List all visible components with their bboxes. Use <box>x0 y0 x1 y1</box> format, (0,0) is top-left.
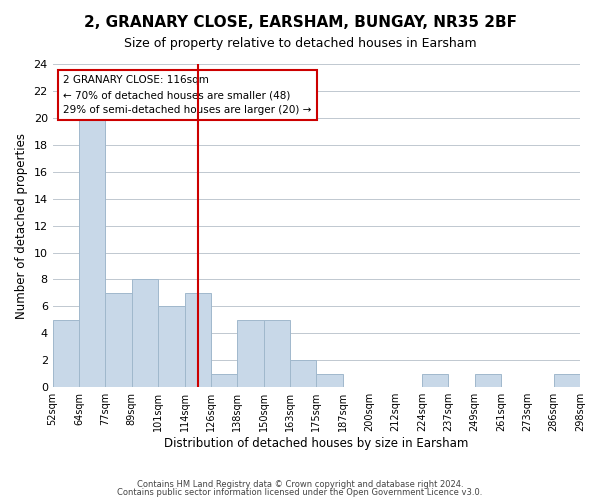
Text: Size of property relative to detached houses in Earsham: Size of property relative to detached ho… <box>124 38 476 51</box>
Bar <box>316 374 343 387</box>
Bar <box>158 306 185 387</box>
Bar <box>475 374 501 387</box>
Text: 2 GRANARY CLOSE: 116sqm
← 70% of detached houses are smaller (48)
29% of semi-de: 2 GRANARY CLOSE: 116sqm ← 70% of detache… <box>63 76 311 115</box>
Bar <box>106 293 132 387</box>
Bar <box>79 118 106 387</box>
Y-axis label: Number of detached properties: Number of detached properties <box>15 132 28 318</box>
Text: Contains public sector information licensed under the Open Government Licence v3: Contains public sector information licen… <box>118 488 482 497</box>
Bar <box>554 374 580 387</box>
Bar <box>211 374 237 387</box>
Text: Contains HM Land Registry data © Crown copyright and database right 2024.: Contains HM Land Registry data © Crown c… <box>137 480 463 489</box>
Bar <box>132 280 158 387</box>
Bar <box>290 360 316 387</box>
Bar <box>422 374 448 387</box>
Bar <box>53 320 79 387</box>
Bar <box>185 293 211 387</box>
X-axis label: Distribution of detached houses by size in Earsham: Distribution of detached houses by size … <box>164 437 469 450</box>
Bar <box>263 320 290 387</box>
Text: 2, GRANARY CLOSE, EARSHAM, BUNGAY, NR35 2BF: 2, GRANARY CLOSE, EARSHAM, BUNGAY, NR35 … <box>83 15 517 30</box>
Bar <box>237 320 263 387</box>
